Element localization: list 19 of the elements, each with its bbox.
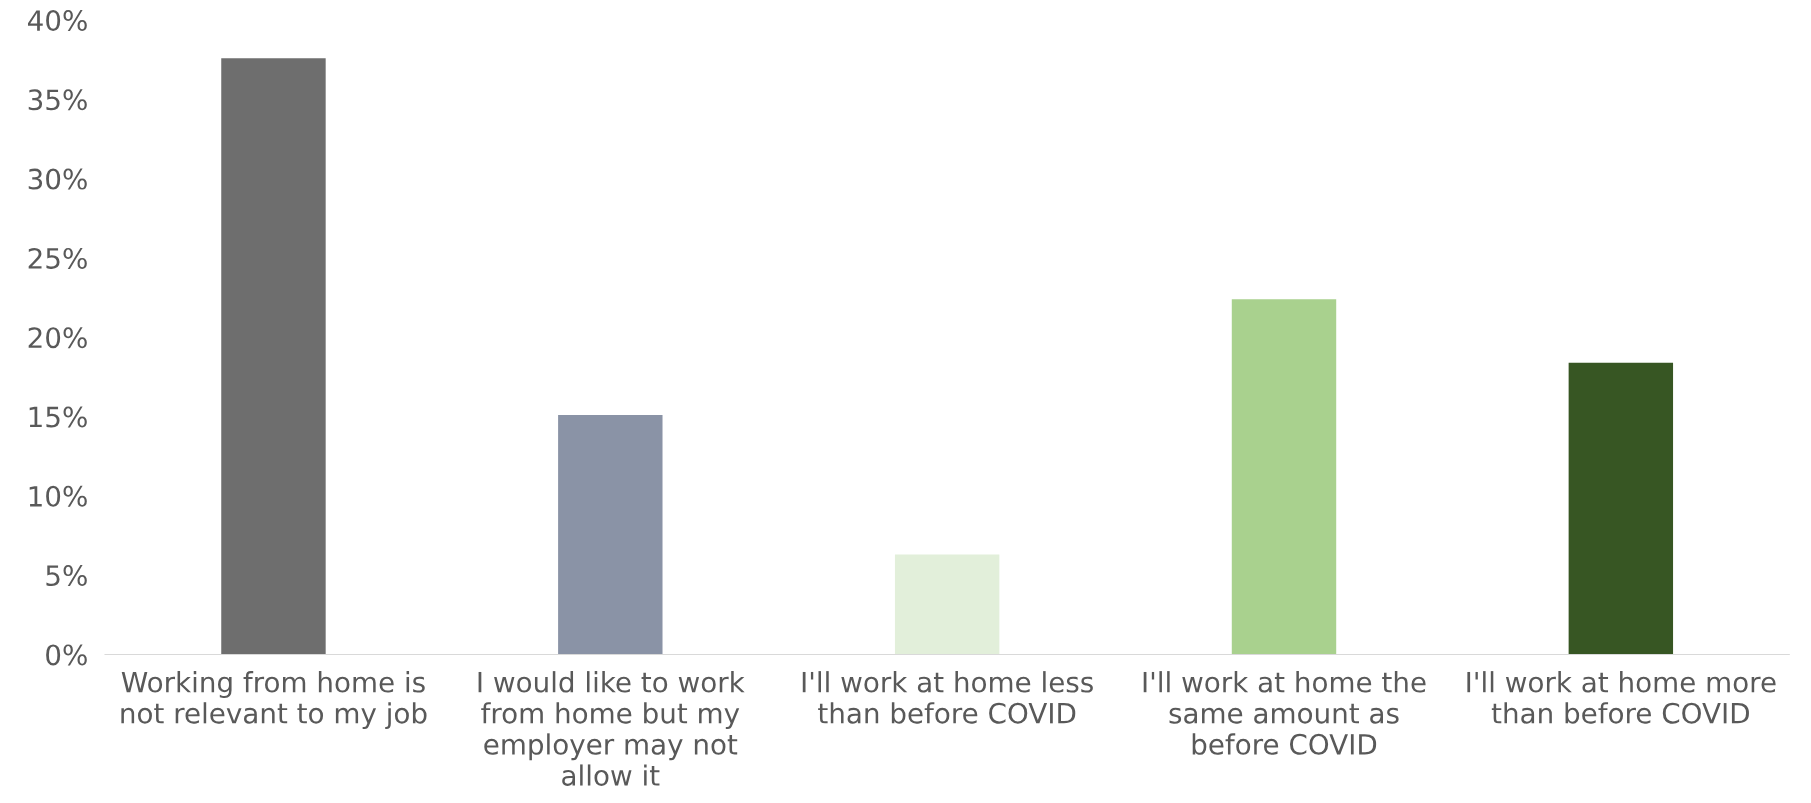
y-tick-label: 15% xyxy=(29,406,87,428)
y-tick-label: 35% xyxy=(28,89,87,111)
x-tick-label: I would like to work from home but my employer may not allow it xyxy=(478,671,745,786)
y-tick-label: 30% xyxy=(28,168,87,190)
y-tick-label: 25% xyxy=(28,247,87,269)
bar xyxy=(1231,299,1337,655)
y-tick-label: 10% xyxy=(29,485,87,507)
x-tick-label: Working from home is not relevant to my job xyxy=(121,671,427,730)
x-tick-label: I'll work at home the same amount as before COVID xyxy=(1143,671,1426,755)
y-tick-label: 40% xyxy=(27,10,87,32)
x-tick-label: I'll work at home less than before COVID xyxy=(802,671,1093,724)
y-tick-label: 5% xyxy=(46,565,87,587)
bar xyxy=(221,58,326,655)
bar xyxy=(1568,362,1674,655)
bar xyxy=(894,554,1000,655)
bar xyxy=(558,414,663,655)
x-tick-label: I'll work at home more than before COVID xyxy=(1467,671,1776,724)
y-tick-label: 20% xyxy=(28,327,87,349)
y-tick-label: 0% xyxy=(46,644,87,666)
